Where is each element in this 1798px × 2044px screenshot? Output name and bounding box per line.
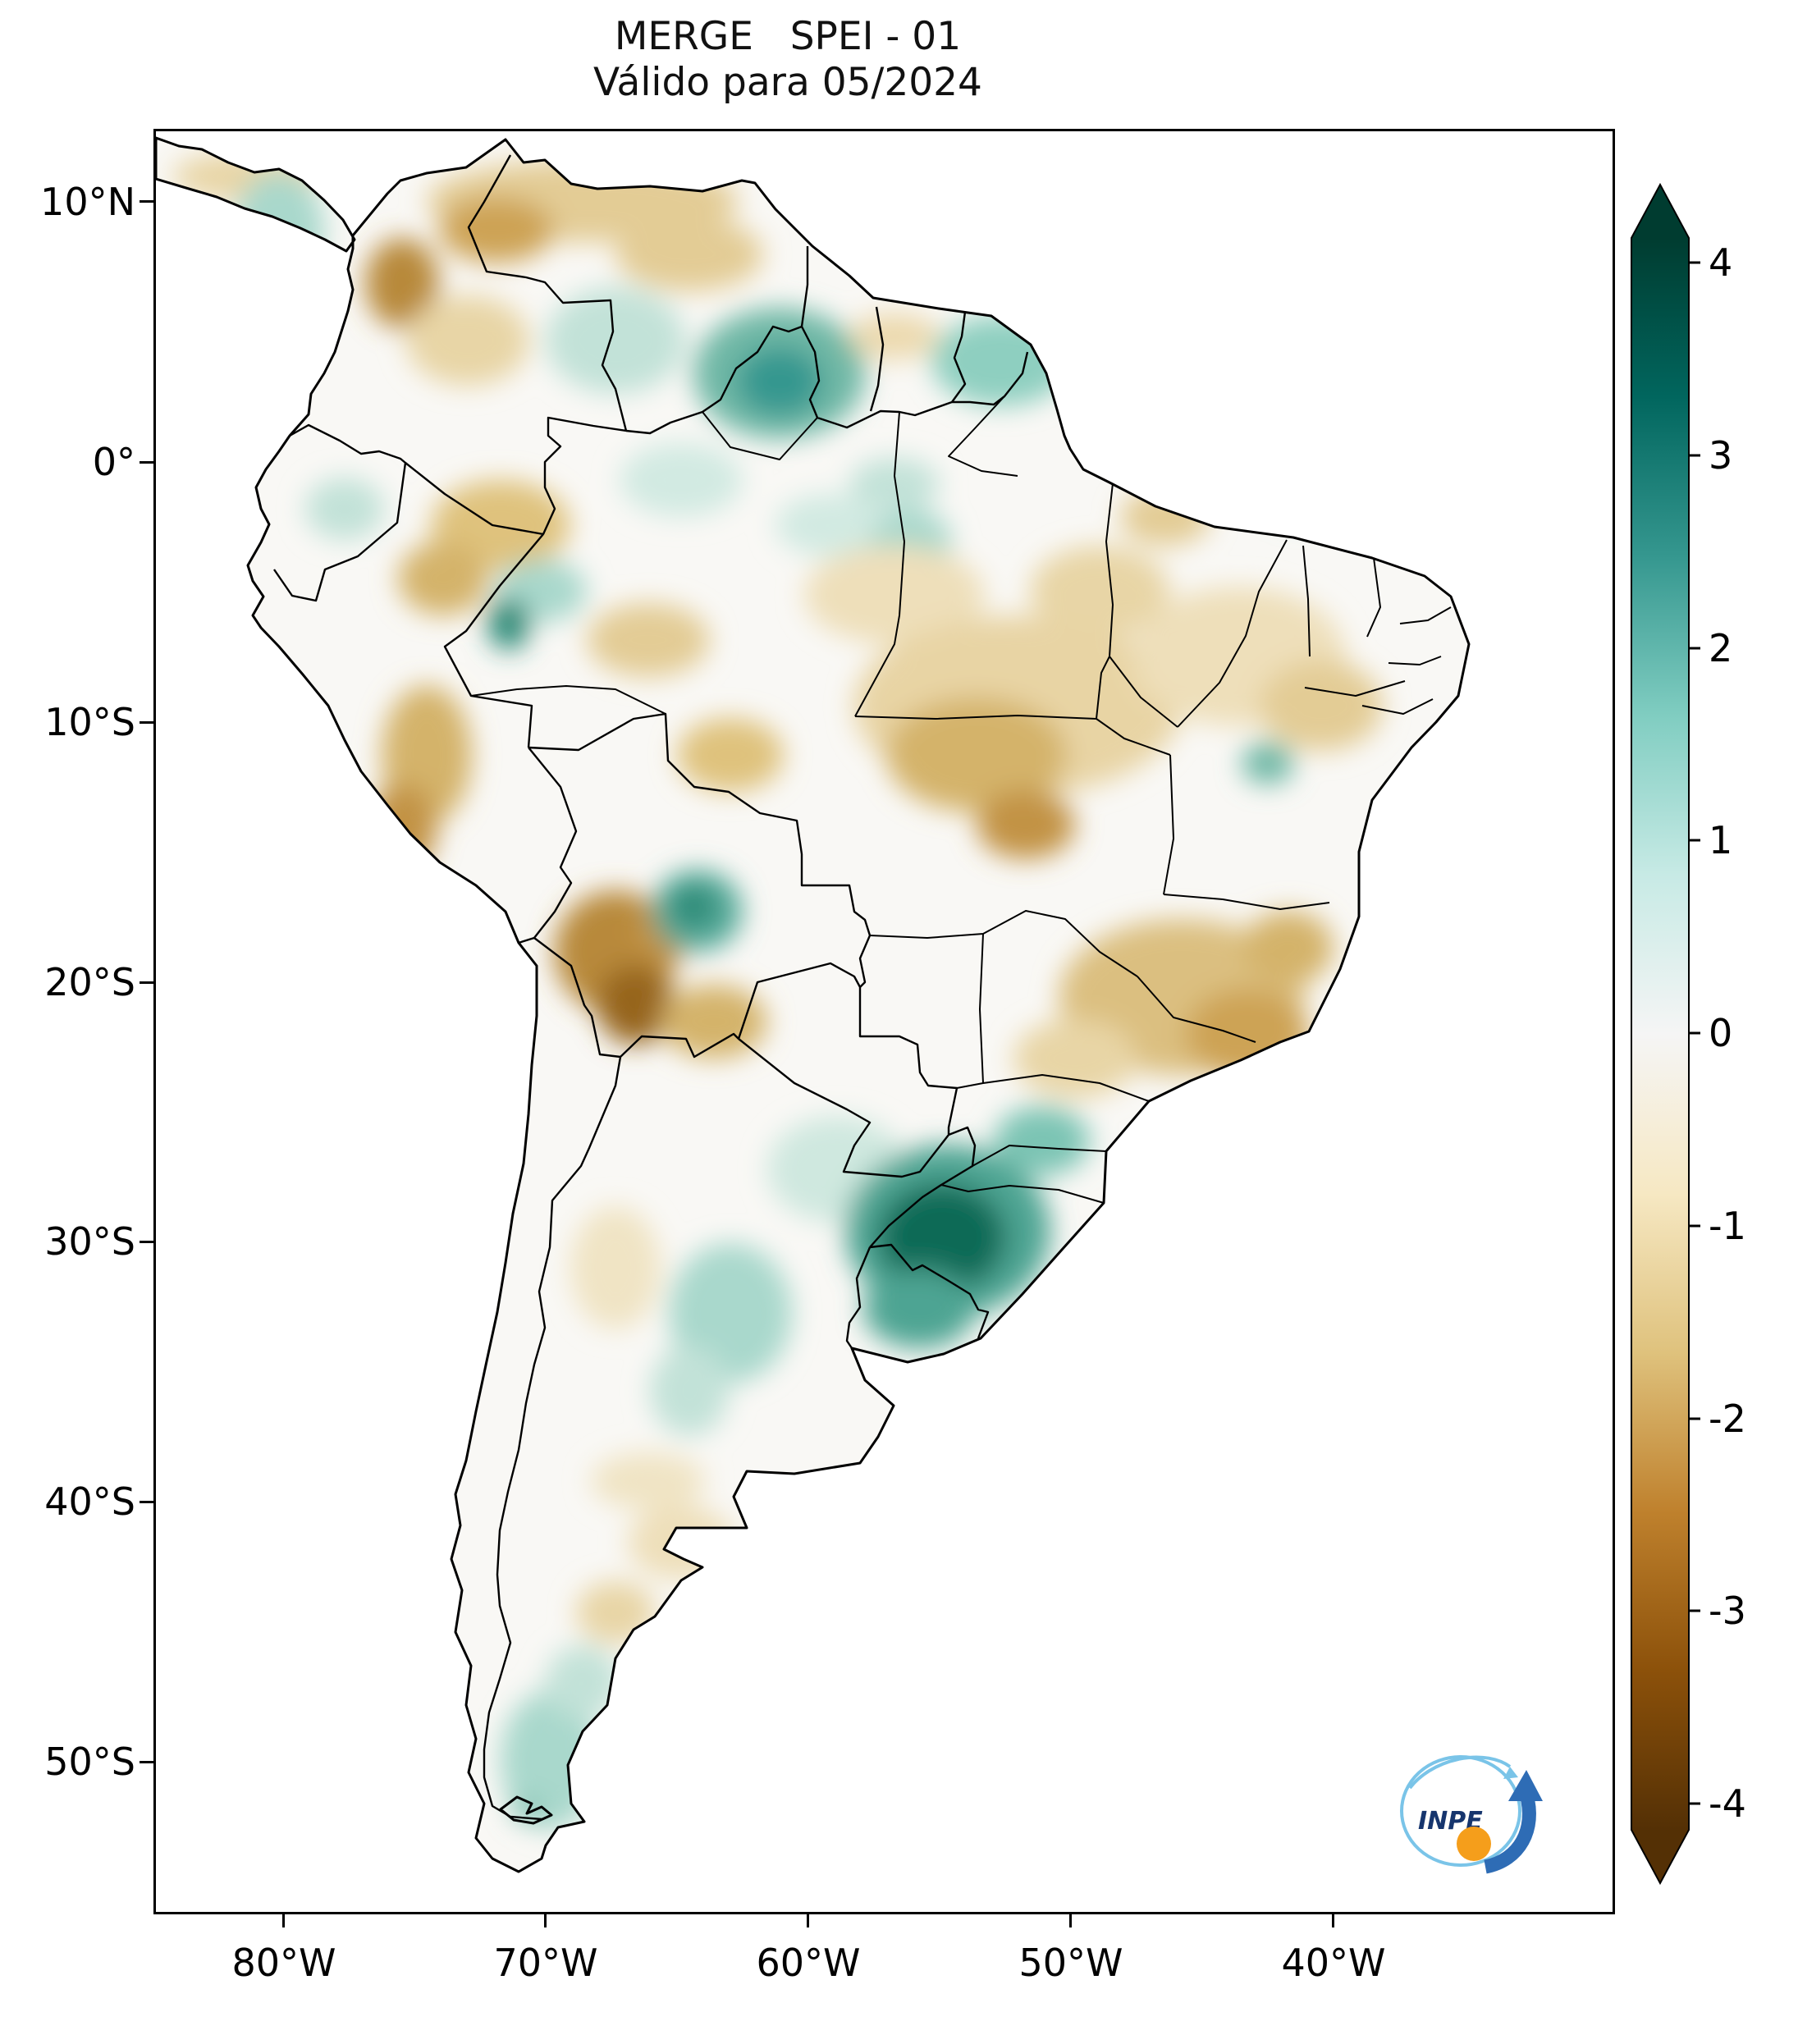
longitude-tick-label: 80°W bbox=[231, 1941, 336, 1985]
spei-anomaly-blob bbox=[1265, 473, 1344, 519]
spei-anomaly-blob bbox=[305, 478, 384, 540]
spei-anomaly-blob bbox=[1013, 1019, 1137, 1098]
y-tick-mark bbox=[140, 981, 153, 984]
spei-anomaly-blob bbox=[878, 1183, 1006, 1292]
colorbar-bar bbox=[1631, 182, 1690, 1886]
spei-anomaly-blob bbox=[931, 316, 1071, 406]
figure-title: MERGE SPEI - 01 bbox=[614, 14, 962, 59]
logo-blue-arrow bbox=[1483, 1792, 1536, 1874]
spei-anomaly-blob bbox=[546, 1645, 620, 1719]
colorbar-tick-label: 3 bbox=[1709, 433, 1733, 478]
spei-anomaly-blob bbox=[512, 1800, 542, 1820]
spei-anomaly-blob bbox=[368, 784, 437, 874]
spei-anomaly-blob bbox=[661, 985, 767, 1059]
latitude-tick-label: 20°S bbox=[44, 960, 135, 1004]
spei-anomaly-blob bbox=[587, 603, 710, 677]
colorbar-ticks bbox=[1689, 261, 1700, 1805]
x-tick-mark bbox=[1332, 1914, 1334, 1927]
y-tick-mark bbox=[140, 721, 153, 724]
spei-anomaly-blob bbox=[597, 966, 675, 1045]
y-tick-mark bbox=[140, 1761, 153, 1763]
y-tick-mark bbox=[140, 200, 153, 203]
spei-anomaly-blob bbox=[670, 885, 716, 928]
spei-anomaly-blob bbox=[615, 217, 763, 291]
longitude-tick-label: 70°W bbox=[493, 1941, 598, 1985]
spei-anomaly-blob bbox=[1242, 742, 1294, 784]
colorbar-tick-label: 2 bbox=[1709, 626, 1733, 670]
spei-anomaly-blob bbox=[849, 313, 940, 359]
colorbar-tick-label: 1 bbox=[1709, 818, 1733, 862]
x-tick-mark bbox=[807, 1914, 809, 1927]
spei-anomaly-blob bbox=[620, 443, 743, 517]
latitude-tick-label: 10°N bbox=[40, 180, 135, 224]
colorbar-tick-label: 4 bbox=[1709, 240, 1733, 285]
latitude-tick-label: 50°S bbox=[44, 1740, 135, 1784]
latitude-tick-label: 0° bbox=[92, 440, 135, 484]
spei-anomaly-blob bbox=[677, 718, 784, 792]
inpe-logo: INPE bbox=[1400, 1755, 1543, 1874]
spei-anomaly-blob bbox=[650, 1346, 729, 1436]
spei-anomaly-blob bbox=[1186, 989, 1309, 1079]
longitude-tick-label: 40°W bbox=[1281, 1941, 1386, 1985]
logo-orange-sphere bbox=[1457, 1827, 1491, 1861]
spei-anomaly-blob bbox=[1260, 661, 1383, 751]
spei-anomaly-blob bbox=[849, 458, 940, 510]
x-tick-mark bbox=[1069, 1914, 1072, 1927]
spei-anomaly-blob bbox=[804, 546, 985, 644]
colorbar-tick-label: -2 bbox=[1709, 1397, 1746, 1441]
spei-anomaly-blob bbox=[365, 238, 439, 328]
spei-anomaly-blob bbox=[1243, 911, 1334, 985]
spei-anomaly-blob bbox=[995, 1106, 1090, 1175]
spei-anomaly-blob bbox=[546, 287, 685, 394]
colorbar-tick-label: 0 bbox=[1709, 1011, 1733, 1055]
y-tick-mark bbox=[140, 1501, 153, 1503]
spei-anomaly-layer bbox=[172, 152, 1383, 1830]
spei-anomaly-blob bbox=[863, 1269, 975, 1348]
x-tick-mark bbox=[282, 1914, 285, 1927]
figure-subtitle: Válido para 05/2024 bbox=[593, 60, 982, 105]
spei-anomaly-blob bbox=[1120, 488, 1210, 546]
colorbar-tick-label: -4 bbox=[1709, 1781, 1746, 1826]
latitude-tick-label: 40°S bbox=[44, 1479, 135, 1524]
south-america-spei-map bbox=[156, 136, 1471, 1873]
latitude-tick-label: 30°S bbox=[44, 1219, 135, 1264]
logo-blue-arrowhead bbox=[1508, 1770, 1543, 1801]
longitude-tick-label: 50°W bbox=[1018, 1941, 1123, 1985]
y-tick-mark bbox=[140, 461, 153, 464]
latitude-tick-label: 10°S bbox=[44, 700, 135, 744]
spei-anomaly-blob bbox=[1030, 546, 1169, 636]
spei-anomaly-blob bbox=[775, 494, 882, 556]
colorbar-tick-label: -3 bbox=[1709, 1589, 1746, 1633]
spei-anomaly-blob bbox=[591, 1452, 706, 1510]
logo-orbit-arrowhead bbox=[1503, 1767, 1518, 1779]
longitude-tick-label: 60°W bbox=[756, 1941, 861, 1985]
x-tick-mark bbox=[544, 1914, 547, 1927]
spei-anomaly-blob bbox=[398, 542, 488, 615]
spei-anomaly-blob bbox=[406, 295, 529, 386]
logo-orbit-rings bbox=[1400, 1755, 1521, 1867]
spei-anomaly-blob bbox=[737, 347, 822, 416]
spei-anomaly-blob bbox=[628, 1506, 734, 1580]
spei-anomaly-blob bbox=[977, 790, 1075, 859]
spei-anomaly-blob bbox=[886, 697, 1067, 812]
spei-anomaly-blob bbox=[570, 1206, 661, 1329]
spei-anomaly-blob bbox=[576, 1581, 655, 1644]
spei-anomaly-blob bbox=[439, 197, 554, 263]
colorbar-tick-label: -1 bbox=[1709, 1204, 1746, 1248]
colorbar bbox=[1631, 182, 1700, 1886]
state-borders bbox=[470, 396, 1452, 1204]
spei-anomaly-blob bbox=[487, 597, 530, 650]
coastline bbox=[156, 136, 1471, 1873]
y-tick-mark bbox=[140, 1241, 153, 1243]
